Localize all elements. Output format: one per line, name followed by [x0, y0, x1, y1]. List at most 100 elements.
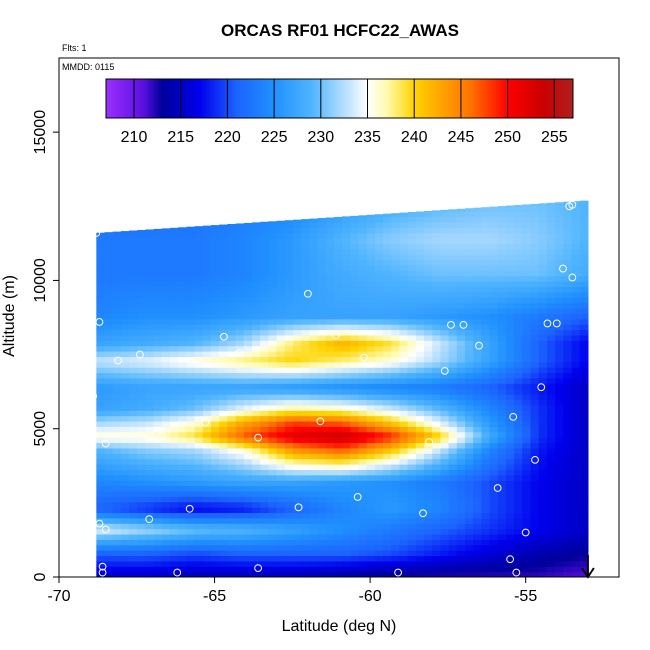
heatmap-cell	[440, 437, 450, 444]
heatmap-cell	[424, 238, 433, 244]
heatmap-cell	[325, 275, 335, 282]
heatmap-cell	[432, 238, 442, 244]
sample-point	[459, 321, 468, 329]
heatmap-cell	[514, 507, 523, 514]
heatmap-cell	[202, 270, 212, 277]
heatmap-cell	[96, 464, 106, 470]
heatmap-cell	[555, 377, 564, 384]
heatmap-cell	[309, 469, 319, 476]
heatmap-cell	[301, 313, 310, 320]
heatmap-cell	[407, 437, 417, 444]
heatmap-cell	[579, 340, 589, 347]
heatmap-cell	[489, 533, 499, 540]
heatmap-cell	[546, 399, 556, 406]
heatmap-cell	[366, 238, 376, 244]
heatmap-cell	[555, 243, 564, 250]
heatmap-cell	[465, 313, 474, 320]
heatmap-cell	[358, 259, 368, 266]
heatmap-cell	[391, 426, 401, 433]
heatmap-cell	[465, 496, 474, 503]
heatmap-cell	[522, 469, 532, 476]
heatmap-cell	[268, 221, 278, 223]
heatmap-cell	[317, 340, 327, 347]
heatmap-cell	[538, 383, 548, 390]
heatmap-cell	[350, 394, 360, 401]
heatmap-cell	[325, 340, 335, 347]
heatmap-cell	[309, 221, 319, 228]
heatmap-cell	[424, 410, 433, 417]
heatmap-cell	[465, 437, 474, 444]
heatmap-cell	[333, 566, 343, 573]
heatmap-cell	[473, 227, 482, 234]
heatmap-cell	[448, 372, 458, 379]
heatmap-cell	[391, 297, 401, 304]
sample-point	[254, 564, 263, 572]
heatmap-cell	[538, 324, 548, 331]
heatmap-cell	[440, 377, 450, 384]
heatmap-cell	[366, 297, 376, 304]
heatmap-cell	[170, 297, 179, 304]
heatmap-cell	[465, 550, 474, 557]
heatmap-cell	[309, 533, 319, 540]
heatmap-cell	[186, 447, 196, 454]
heatmap-cell	[424, 523, 433, 530]
heatmap-cell	[440, 291, 450, 298]
heatmap-cell	[514, 469, 523, 476]
heatmap-cell	[350, 523, 360, 530]
heatmap-cell	[211, 281, 220, 288]
heatmap-cell	[137, 539, 147, 546]
heatmap-cell	[546, 291, 556, 298]
heatmap-cell	[292, 388, 302, 395]
heatmap-cell	[129, 367, 138, 374]
heatmap-cell	[407, 238, 417, 244]
y-tick-label: 0	[32, 572, 49, 581]
heatmap-cell	[366, 302, 376, 309]
heatmap-cell	[374, 490, 384, 497]
heatmap-cell	[465, 291, 474, 298]
heatmap-cell	[292, 275, 302, 282]
heatmap-cell	[456, 415, 466, 422]
heatmap-cell	[350, 437, 360, 444]
heatmap-cell	[432, 248, 442, 255]
heatmap-cell	[571, 286, 581, 293]
heatmap-cell	[129, 230, 138, 234]
heatmap-cell	[333, 550, 343, 557]
heatmap-cell	[325, 254, 335, 261]
heatmap-cell	[563, 399, 573, 406]
heatmap-cell	[137, 324, 147, 331]
heatmap-cell	[358, 238, 368, 244]
heatmap-cell	[202, 464, 212, 470]
heatmap-cell	[202, 351, 212, 357]
heatmap-cell	[440, 345, 450, 352]
heatmap-cell	[333, 318, 343, 325]
heatmap-cell	[161, 523, 171, 530]
heatmap-cell	[284, 351, 294, 357]
heatmap-cell	[104, 302, 114, 309]
heatmap-cell	[243, 388, 253, 395]
heatmap-cell	[481, 533, 491, 540]
heatmap-cell	[366, 480, 376, 487]
heatmap-cell	[358, 437, 368, 444]
heatmap-cell	[325, 458, 335, 465]
heatmap-cell	[325, 431, 335, 438]
heatmap-cell	[120, 464, 130, 470]
heatmap-cell	[391, 496, 401, 503]
heatmap-cell	[268, 232, 278, 239]
heatmap-cell	[415, 404, 425, 411]
heatmap-cell	[440, 501, 450, 508]
heatmap-cell	[350, 377, 360, 384]
colorbar-tick-label: 220	[214, 129, 241, 146]
heatmap-cell	[202, 501, 212, 508]
heatmap-cell	[235, 420, 245, 427]
heatmap-cell	[202, 232, 212, 239]
heatmap-cell	[448, 512, 458, 519]
heatmap-cell	[489, 566, 499, 573]
heatmap-cell	[129, 420, 138, 427]
heatmap-cell	[358, 254, 368, 261]
heatmap-cell	[522, 410, 532, 417]
heatmap-cell	[268, 507, 278, 514]
heatmap-cell	[563, 275, 573, 282]
heatmap-cell	[292, 307, 302, 314]
heatmap-cell	[366, 248, 376, 255]
heatmap-cell	[563, 270, 573, 277]
